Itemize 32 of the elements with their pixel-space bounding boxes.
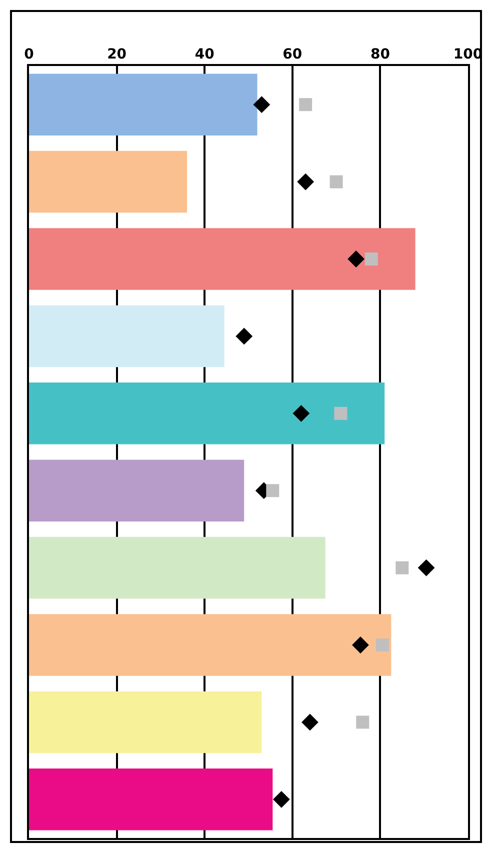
x-tick-label: 60 bbox=[282, 46, 302, 62]
point bbox=[292, 404, 310, 422]
point bbox=[236, 328, 253, 345]
bar bbox=[29, 460, 244, 522]
point bbox=[302, 714, 318, 731]
x-tick-label: 0 bbox=[24, 46, 34, 62]
bar bbox=[29, 74, 258, 136]
bar bbox=[29, 150, 188, 213]
point bbox=[352, 636, 369, 654]
bar bbox=[29, 382, 385, 444]
point bbox=[266, 484, 280, 498]
point bbox=[334, 406, 348, 420]
bar bbox=[29, 691, 262, 754]
bar bbox=[29, 228, 416, 290]
point bbox=[297, 173, 314, 190]
point bbox=[396, 561, 409, 574]
bar bbox=[29, 305, 224, 368]
point bbox=[356, 716, 370, 729]
point bbox=[272, 790, 290, 808]
bar bbox=[29, 614, 392, 676]
point bbox=[364, 252, 378, 266]
x-tick-label: 80 bbox=[370, 46, 390, 62]
point bbox=[376, 638, 389, 652]
point bbox=[330, 175, 343, 188]
point bbox=[253, 96, 270, 114]
point bbox=[418, 559, 435, 576]
point bbox=[348, 250, 364, 268]
point bbox=[299, 98, 312, 112]
bar bbox=[29, 768, 273, 830]
bar bbox=[29, 536, 326, 599]
x-tick-label: 20 bbox=[107, 46, 127, 62]
x-tick-label: 40 bbox=[194, 46, 215, 62]
